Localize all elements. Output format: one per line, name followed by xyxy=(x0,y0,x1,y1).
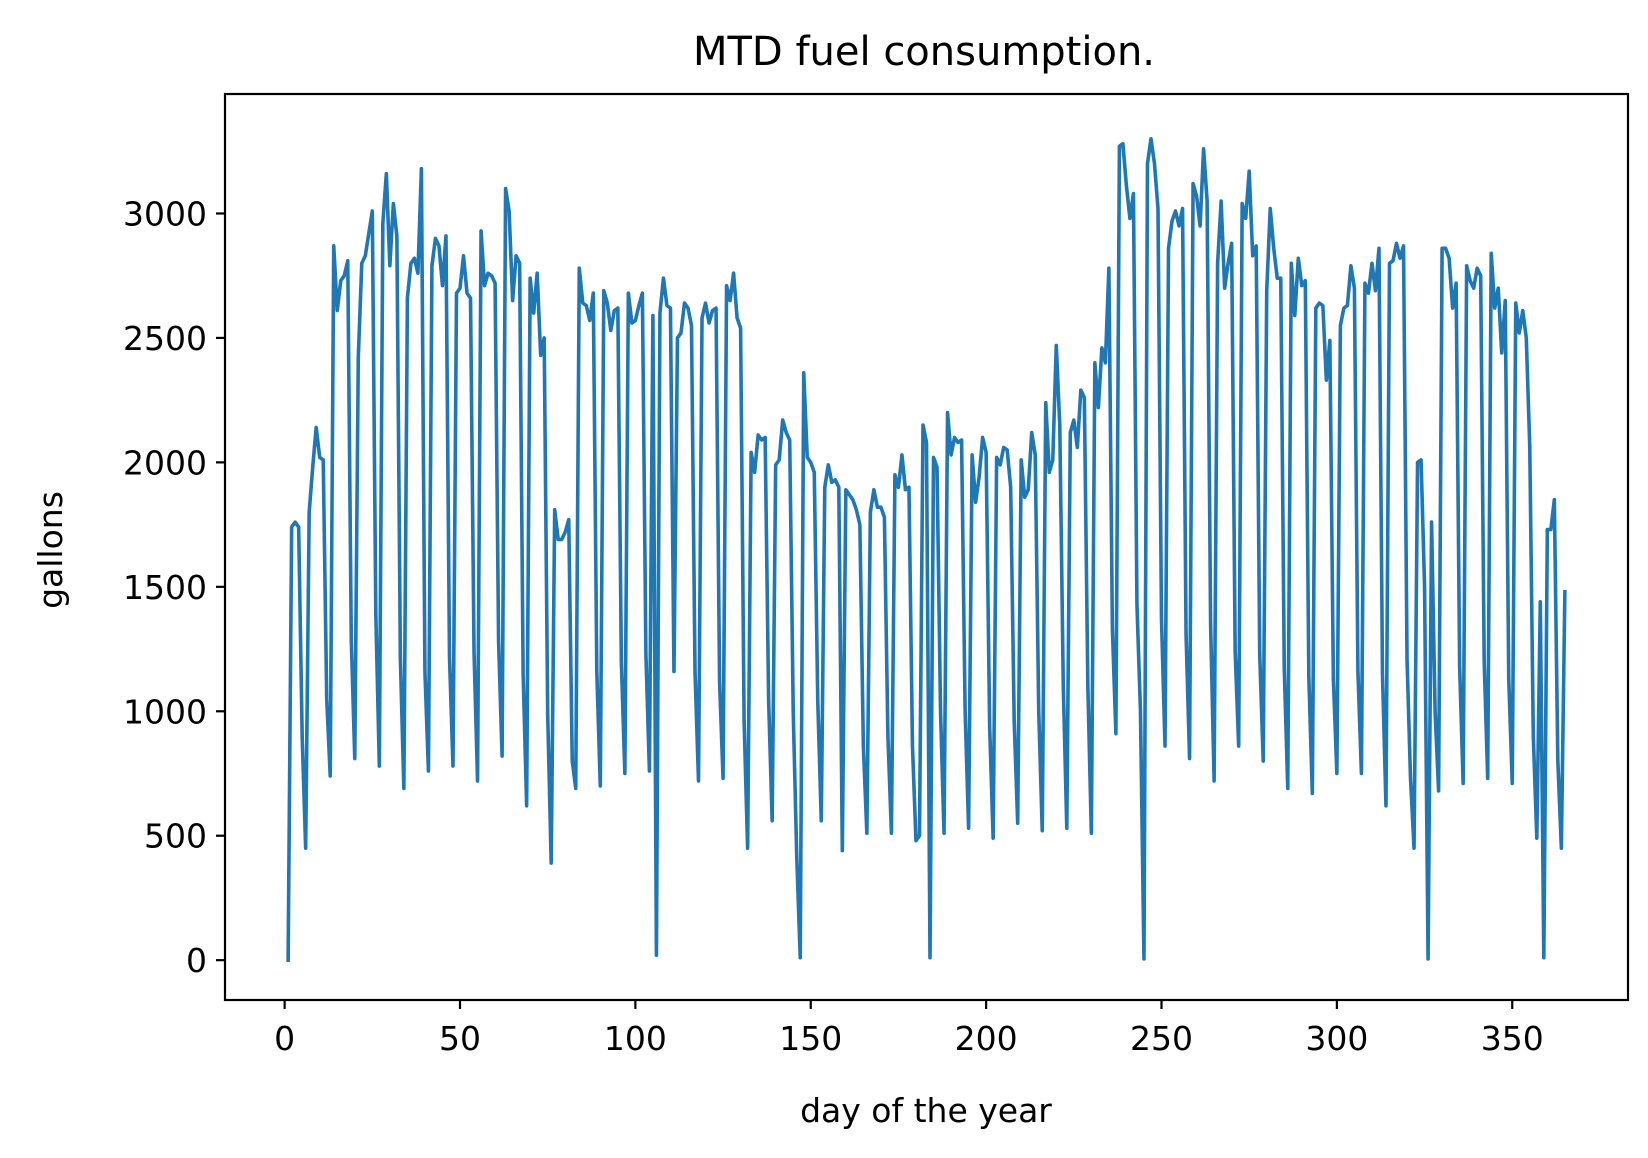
y-tick-label: 0 xyxy=(186,941,207,980)
y-axis-ticks: 0 500 1000 1500 2000 2500 3000 xyxy=(123,194,225,980)
x-tick-label: 150 xyxy=(779,1019,842,1058)
chart-title: MTD fuel consumption. xyxy=(693,29,1155,75)
x-tick-label: 250 xyxy=(1130,1019,1193,1058)
y-axis-label: gallons xyxy=(31,491,70,609)
x-tick-label: 0 xyxy=(274,1019,295,1058)
y-tick-label: 3000 xyxy=(123,194,207,233)
y-tick-label: 500 xyxy=(144,817,207,856)
y-tick-label: 2500 xyxy=(123,319,207,358)
series-line xyxy=(286,137,1567,962)
x-tick-label: 300 xyxy=(1305,1019,1368,1058)
y-tick-label: 2000 xyxy=(123,443,207,482)
series-layer xyxy=(286,137,1567,962)
x-tick-label: 100 xyxy=(604,1019,667,1058)
x-tick-label: 350 xyxy=(1481,1019,1544,1058)
x-tick-label: 50 xyxy=(439,1019,481,1058)
x-axis-ticks: 0 50 100 150 200 250 300 350 xyxy=(274,1000,1544,1058)
y-tick-label: 1500 xyxy=(123,568,207,607)
y-tick-label: 1000 xyxy=(123,692,207,731)
x-tick-label: 200 xyxy=(955,1019,1018,1058)
x-axis-label: day of the year xyxy=(800,1091,1052,1130)
plot-frame xyxy=(223,92,1630,1002)
